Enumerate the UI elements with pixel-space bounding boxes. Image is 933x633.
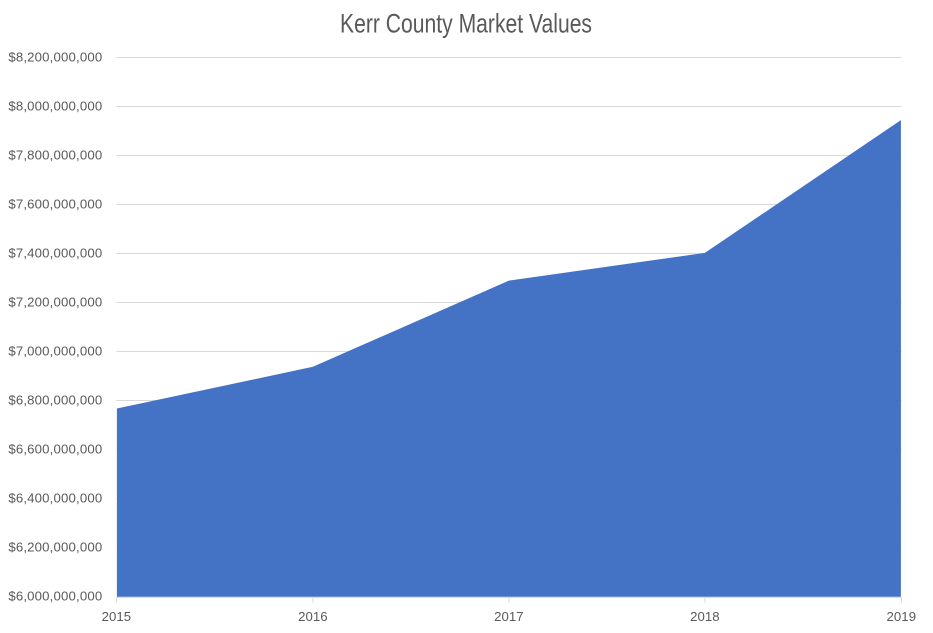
svg-text:$7,600,000,000: $7,600,000,000 — [8, 197, 102, 212]
svg-text:$7,200,000,000: $7,200,000,000 — [8, 295, 102, 310]
svg-text:$6,600,000,000: $6,600,000,000 — [8, 442, 102, 457]
svg-text:$6,200,000,000: $6,200,000,000 — [8, 540, 102, 555]
svg-text:$7,800,000,000: $7,800,000,000 — [8, 148, 102, 163]
svg-text:$7,400,000,000: $7,400,000,000 — [8, 246, 102, 261]
svg-text:2015: 2015 — [102, 609, 132, 624]
svg-text:$6,400,000,000: $6,400,000,000 — [8, 491, 102, 506]
svg-text:$8,000,000,000: $8,000,000,000 — [8, 99, 102, 114]
svg-text:2019: 2019 — [886, 609, 916, 624]
svg-text:2017: 2017 — [494, 609, 524, 624]
svg-text:$6,000,000,000: $6,000,000,000 — [8, 589, 102, 604]
svg-text:2018: 2018 — [690, 609, 720, 624]
svg-text:$7,000,000,000: $7,000,000,000 — [8, 344, 102, 359]
svg-text:2016: 2016 — [298, 609, 328, 624]
svg-text:$8,200,000,000: $8,200,000,000 — [8, 50, 102, 65]
svg-text:Kerr County Market Values: Kerr County Market Values — [340, 9, 592, 39]
svg-text:$6,800,000,000: $6,800,000,000 — [8, 393, 102, 408]
